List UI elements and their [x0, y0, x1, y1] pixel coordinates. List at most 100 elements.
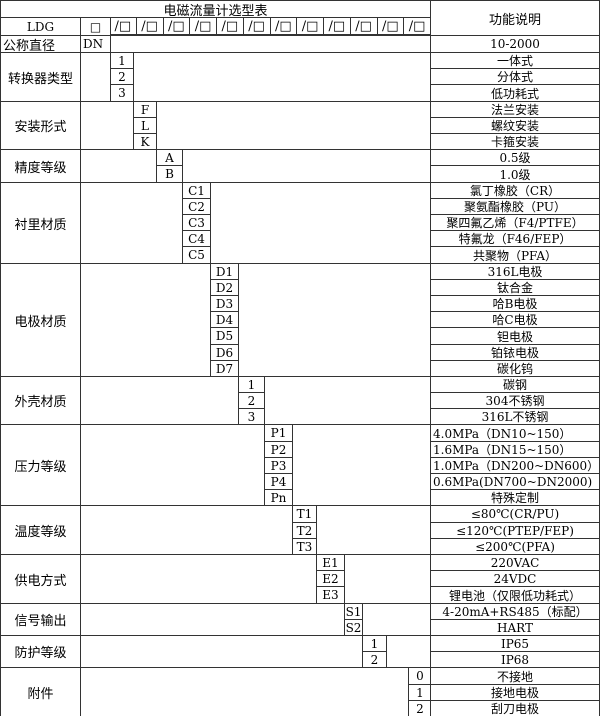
section-label: 转换器类型 [0, 52, 81, 102]
nominal-label: 公称直径 [0, 35, 81, 53]
blank-cell [80, 52, 111, 102]
model-code-box: /□ [349, 18, 377, 34]
option-code: D5 [210, 327, 239, 345]
option-desc: ≤120℃(PTEP/FEP) [430, 522, 600, 539]
blank-cell [80, 101, 134, 150]
option-desc: 哈B电极 [430, 295, 600, 312]
model-first-box: □ [80, 17, 111, 36]
model-code-box: /□ [216, 18, 243, 34]
table-title: 电磁流量计选型表 [0, 0, 431, 18]
section-label: 信号输出 [0, 603, 81, 636]
model-code-box: /□ [269, 18, 297, 34]
option-code: D1 [210, 263, 239, 280]
option-code: C4 [182, 230, 211, 247]
section-label: 安装形式 [0, 101, 81, 150]
option-desc: 法兰安装 [430, 101, 600, 118]
model-prefix: LDG [0, 17, 81, 36]
model-code-box: /□ [376, 18, 404, 34]
option-code: A [156, 149, 183, 166]
blank-cell [210, 182, 431, 264]
section-label: 防护等级 [0, 635, 81, 668]
option-desc: 一体式 [430, 52, 600, 69]
option-code: C2 [182, 198, 211, 215]
blank-cell [182, 149, 431, 183]
section-label: 温度等级 [0, 505, 81, 555]
model-code-box: /□ [189, 18, 216, 34]
option-desc: 1.6MPa（DN15~150） [430, 441, 600, 458]
option-code: C3 [182, 214, 211, 231]
option-code: B [156, 165, 183, 183]
model-code-box: /□ [162, 18, 190, 34]
option-code: F [133, 101, 157, 118]
option-desc: 聚氨酯橡胶（PU） [430, 198, 600, 215]
blank-cell [292, 424, 431, 506]
option-desc: 24VDC [430, 570, 600, 587]
option-code: 3 [110, 84, 134, 102]
blank-cell [344, 554, 431, 604]
blank-cell [80, 505, 293, 555]
option-desc: 分体式 [430, 68, 600, 85]
blank-cell [133, 52, 431, 102]
model-code-box: /□ [296, 18, 323, 34]
option-code: T1 [292, 505, 317, 523]
blank-cell [80, 263, 211, 377]
option-code: 1 [110, 52, 134, 69]
option-code: T2 [292, 522, 317, 539]
option-desc: 碳钢 [430, 376, 600, 393]
option-code: E1 [316, 554, 345, 571]
option-desc: 特氟龙（F46/FEP） [430, 230, 600, 247]
blank-cell [80, 376, 239, 425]
option-desc: 钽电极 [430, 327, 600, 345]
option-desc: 304不锈钢 [430, 392, 600, 409]
model-code-box: /□ [114, 18, 132, 34]
blank-cell [386, 635, 431, 668]
option-desc: 220VAC [430, 554, 600, 571]
option-desc: 316L不锈钢 [430, 408, 600, 425]
option-code: C5 [182, 246, 211, 264]
option-code: L [133, 117, 157, 134]
section-label: 压力等级 [0, 424, 81, 506]
option-code: D6 [210, 344, 239, 361]
option-desc: 0.6MPa(DN700~DN2000) [430, 473, 600, 490]
option-desc: 螺纹安装 [430, 117, 600, 134]
option-desc: 铂铱电极 [430, 344, 600, 361]
option-code: D7 [210, 360, 239, 377]
option-desc: 0.5级 [430, 149, 600, 166]
option-code: D2 [210, 279, 239, 296]
option-desc: IP68 [430, 651, 600, 668]
model-code-box: /□ [135, 18, 163, 34]
option-desc: 刮刀电极 [430, 700, 600, 716]
option-code: D3 [210, 295, 239, 312]
option-desc: 氯丁橡胶（CR） [430, 182, 600, 199]
option-code: P2 [264, 441, 293, 458]
option-code: P1 [264, 424, 293, 442]
option-desc: IP65 [430, 635, 600, 652]
option-desc: 钛合金 [430, 279, 600, 296]
option-code: E3 [316, 586, 345, 604]
option-desc: ≤200℃(PFA) [430, 538, 600, 555]
option-code: 2 [110, 68, 134, 85]
section-label: 精度等级 [0, 149, 81, 183]
option-desc: HART [430, 619, 600, 636]
option-code: D4 [210, 311, 239, 328]
blank-cell [80, 424, 265, 506]
option-desc: 4-20mA+RS485（标配） [430, 603, 600, 620]
section-label: 电极材质 [0, 263, 81, 377]
blank-cell [80, 667, 409, 716]
section-label: 衬里材质 [0, 182, 81, 264]
function-header: 功能说明 [430, 0, 600, 36]
option-desc: 低功耗式 [430, 84, 600, 102]
option-code: T3 [292, 538, 317, 555]
blank-cell [156, 101, 431, 150]
blank-cell [316, 505, 431, 555]
option-desc: 哈C电极 [430, 311, 600, 328]
option-desc: 特殊定制 [430, 489, 600, 506]
option-desc: 卡箍安装 [430, 133, 600, 150]
option-desc: 不接地 [430, 667, 600, 685]
option-desc: 1.0MPa（DN200~DN600） [430, 457, 600, 474]
nominal-blank [110, 35, 431, 53]
option-code: 1 [362, 635, 387, 652]
option-desc: 接地电极 [430, 684, 600, 701]
option-code: 2 [408, 700, 432, 716]
